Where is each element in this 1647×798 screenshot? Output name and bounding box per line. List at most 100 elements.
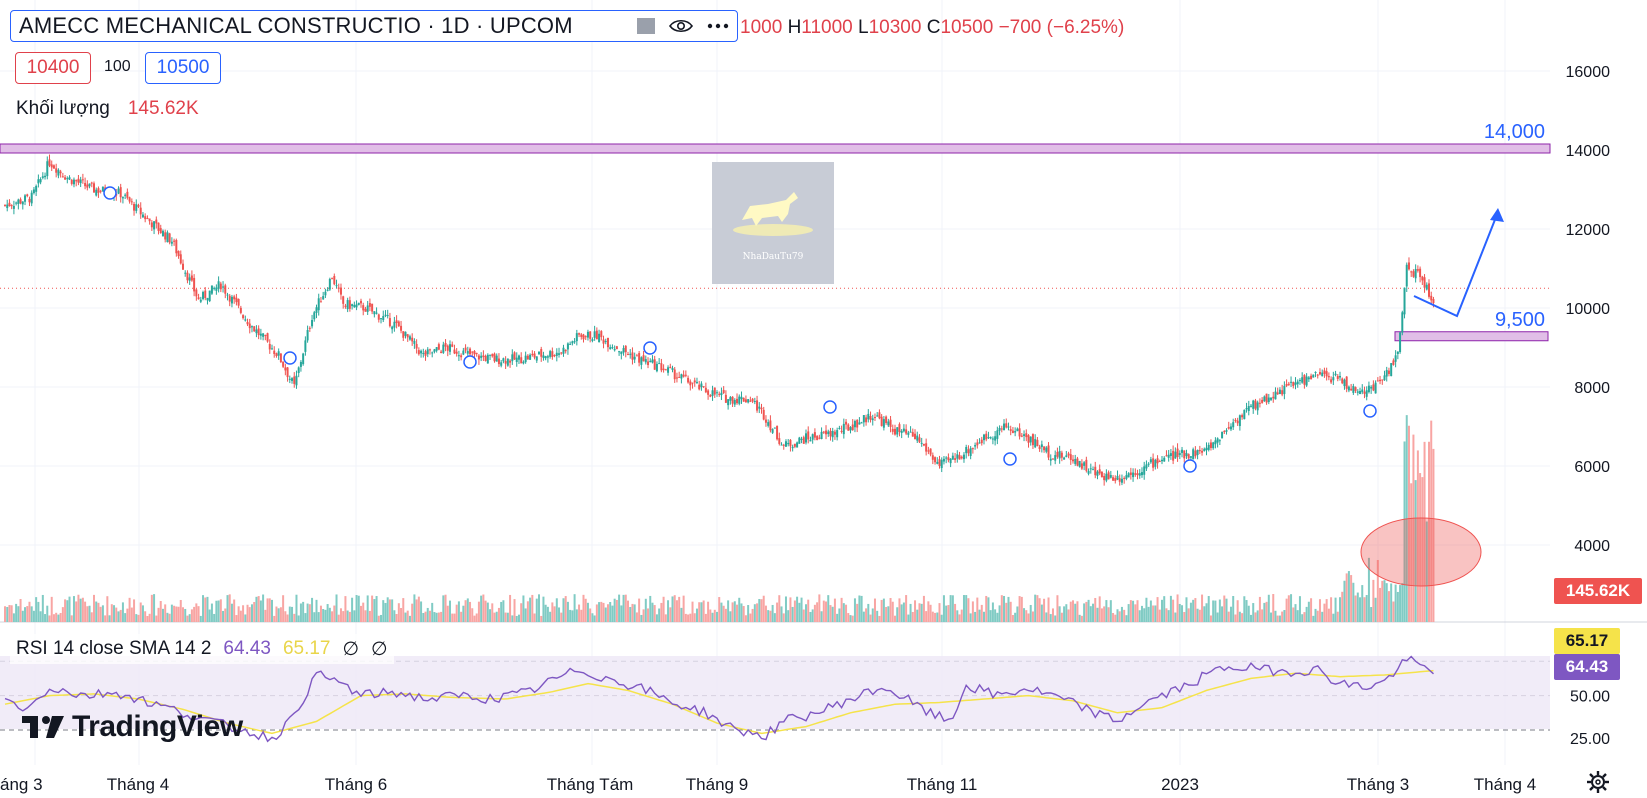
volume-bar	[213, 613, 216, 622]
volume-bar	[1203, 606, 1206, 622]
volume-bar	[684, 613, 687, 622]
volume-legend[interactable]: Khối lượng 145.62K	[16, 98, 199, 120]
volume-bar	[328, 607, 331, 622]
volume-bar	[97, 602, 100, 622]
projection-arrow-line	[1413, 211, 1499, 318]
candle-body	[1221, 431, 1224, 439]
candle-body	[302, 353, 305, 365]
volume-bar	[108, 615, 111, 622]
volume-bar	[48, 615, 51, 622]
candle-body	[75, 180, 78, 182]
volume-bar	[64, 599, 67, 622]
volume-bar	[1281, 611, 1284, 622]
eye-icon[interactable]	[669, 18, 693, 34]
volume-bar	[942, 595, 945, 622]
volume-bar	[949, 595, 952, 622]
candle-body	[800, 438, 803, 440]
volume-bar	[905, 595, 908, 622]
candle-body	[24, 195, 27, 202]
candle-body	[311, 320, 314, 327]
candle-body	[333, 275, 336, 285]
volume-bar	[1163, 596, 1166, 622]
candle-body	[489, 354, 492, 356]
candle-body	[831, 431, 834, 438]
volume-bar	[190, 609, 193, 622]
candle-body	[962, 454, 965, 460]
candle-body	[816, 436, 819, 441]
price-tick-label: 14000	[1566, 143, 1611, 160]
volume-bar	[936, 612, 939, 622]
candle-body	[1339, 375, 1341, 378]
candle-body	[17, 199, 20, 204]
settings-gear-icon[interactable]	[1586, 770, 1610, 794]
volume-bar	[838, 608, 841, 622]
volume-bar	[90, 612, 93, 622]
volume-bar	[822, 600, 825, 622]
candle-body	[437, 344, 440, 350]
candle-body	[882, 419, 885, 428]
volume-bar	[1196, 608, 1199, 622]
volume-bar	[673, 595, 676, 622]
candle-body	[722, 389, 725, 393]
candle-body	[159, 228, 162, 234]
candle-body	[1383, 375, 1386, 381]
volume-bar	[1161, 599, 1163, 622]
candle-body	[1051, 458, 1054, 460]
volume-bar	[26, 606, 29, 622]
volume-bar	[1267, 594, 1270, 622]
volume-bar	[524, 608, 527, 622]
candle-body	[602, 339, 605, 344]
volume-bar	[264, 609, 267, 622]
rsi-legend[interactable]: RSI 14 close SMA 14 2 64.43 65.17 ∅ ∅	[10, 634, 394, 664]
volume-bar	[1003, 595, 1006, 622]
symbol-header[interactable]: AMECC MECHANICAL CONSTRUCTIO · 1D · UPCO…	[10, 10, 738, 42]
candle-body	[749, 400, 752, 402]
price-tick-label: 12000	[1566, 222, 1611, 239]
candle-body	[1203, 448, 1206, 452]
tradingview-logo[interactable]: TradingView	[22, 710, 243, 744]
volume-bar	[128, 597, 131, 622]
volume-bar	[985, 595, 988, 622]
candle-body	[629, 353, 632, 355]
volume-bar	[827, 595, 830, 622]
volume-bar	[52, 614, 55, 622]
candle-body	[455, 351, 458, 354]
candle-body	[364, 308, 367, 312]
volume-bar	[1172, 599, 1175, 622]
candle-body	[93, 183, 95, 193]
candle-body	[1029, 436, 1032, 443]
flag-icon[interactable]	[637, 18, 655, 34]
candle-body	[598, 333, 601, 343]
volume-bar	[175, 606, 178, 622]
volume-bar	[522, 595, 525, 622]
candle-body	[1045, 447, 1048, 452]
symbol-title[interactable]: AMECC MECHANICAL CONSTRUCTIO · 1D · UPCO…	[19, 13, 573, 38]
candle-body	[1036, 439, 1039, 446]
more-icon[interactable]	[707, 23, 729, 29]
volume-bar	[121, 602, 124, 622]
volume-bar	[59, 612, 62, 622]
buy-button[interactable]: 10500	[145, 52, 221, 84]
rsi-na-1: ∅	[342, 638, 360, 660]
sell-button[interactable]: 10400	[15, 52, 91, 84]
candle-body	[584, 336, 587, 338]
candle-body	[1129, 472, 1132, 475]
volume-bar	[787, 610, 790, 622]
candle-body	[1292, 382, 1295, 387]
candle-body	[197, 297, 200, 300]
volume-bar	[994, 609, 997, 622]
candle-body	[442, 344, 445, 353]
candle-body	[173, 240, 176, 242]
candle-body	[1401, 312, 1404, 333]
candle-body	[838, 427, 841, 429]
volume-bar	[1374, 597, 1377, 622]
volume-bar	[938, 603, 941, 622]
support-label: 9,500	[1495, 309, 1545, 331]
volume-bar	[366, 595, 369, 622]
candle-body	[395, 320, 398, 324]
volume-bar	[126, 608, 129, 622]
candle-body	[355, 304, 358, 308]
volume-bar	[931, 611, 934, 622]
volume-bar	[1167, 610, 1170, 622]
